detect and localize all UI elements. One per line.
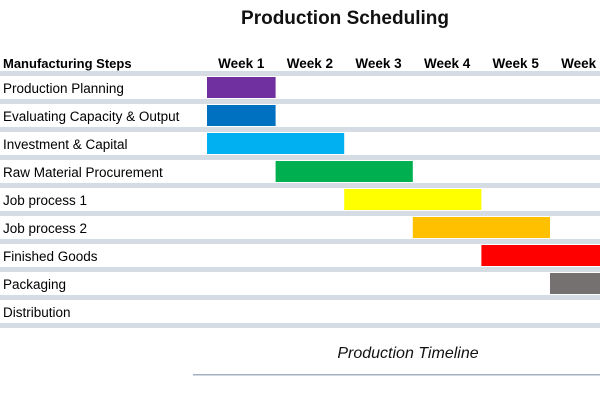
- row-separator: [0, 127, 600, 132]
- task-bar: [481, 245, 600, 266]
- task-bar: [207, 133, 345, 154]
- chart-title: Production Scheduling: [241, 8, 449, 29]
- week-header: Week 4: [424, 56, 471, 71]
- task-label: Investment & Capital: [3, 137, 128, 152]
- row-separator: [0, 99, 600, 104]
- week-header: Week 6: [561, 56, 600, 71]
- row-separator: [0, 267, 600, 272]
- row-separator: [0, 183, 600, 188]
- week-header: Week 2: [287, 56, 333, 71]
- task-bar: [207, 105, 276, 126]
- row-separator: [0, 295, 600, 300]
- task-label: Evaluating Capacity & Output: [3, 109, 180, 124]
- task-bar: [275, 161, 413, 182]
- task-bar: [344, 189, 482, 210]
- row-separator: [0, 323, 600, 328]
- task-label: Raw Material Procurement: [3, 165, 163, 180]
- task-label: Finished Goods: [3, 249, 98, 264]
- row-separator: [0, 71, 600, 76]
- task-label: Packaging: [3, 277, 66, 292]
- row-separator: [0, 239, 600, 244]
- row-separator: [0, 211, 600, 216]
- task-bar: [412, 217, 550, 238]
- task-bar: [550, 273, 600, 294]
- x-axis-label: Production Timeline: [337, 345, 479, 362]
- task-bar: [207, 77, 276, 98]
- task-label: Job process 1: [3, 193, 87, 208]
- task-label: Production Planning: [3, 81, 124, 96]
- week-header: Week 5: [493, 56, 540, 71]
- week-header: Week 1: [218, 56, 265, 71]
- axis-line: [193, 374, 600, 376]
- row-separator: [0, 155, 600, 160]
- task-label: Distribution: [3, 305, 71, 320]
- week-header: Week 3: [355, 56, 402, 71]
- task-label: Job process 2: [3, 221, 87, 236]
- column-header: Manufacturing Steps: [3, 56, 132, 71]
